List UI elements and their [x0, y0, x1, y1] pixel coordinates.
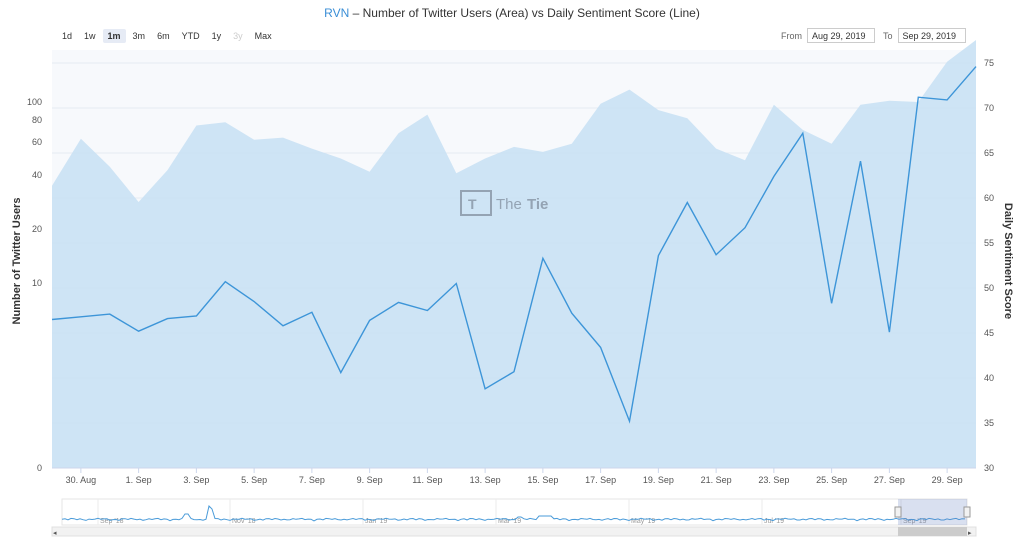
scrollbar-thumb[interactable] — [898, 527, 967, 536]
range-button-6m[interactable]: 6m — [157, 31, 170, 41]
range-button-3y[interactable]: 3y — [233, 31, 243, 41]
navigator-label: Mar '19 — [498, 518, 521, 525]
watermark-text-b: Tie — [527, 196, 548, 213]
x-tick-label: 19. Sep — [643, 475, 674, 485]
navigator-selection[interactable] — [898, 499, 967, 525]
x-tick-label: 27. Sep — [874, 475, 905, 485]
navigator-left-handle[interactable] — [894, 506, 902, 518]
scrollbar-track[interactable] — [51, 526, 977, 537]
right-axis-title: Daily Sentiment Score — [1002, 203, 1014, 319]
right-y-tick-label: 45 — [984, 328, 994, 338]
navigator-scrollbar[interactable]: ◂ ▸ — [51, 526, 977, 537]
sentiment-line — [51, 66, 977, 424]
to-label: To — [883, 30, 893, 41]
navigator-label: May '19 — [631, 518, 655, 525]
x-axis-ticks: 30. Aug 1. Sep 3. Sep 5. Sep 7. Sep 9. Sep 11.… — [66, 468, 963, 485]
watermark-logo-icon — [460, 190, 492, 216]
navigator-label: Sep '19 — [903, 518, 927, 525]
x-tick-label: 3. Sep — [183, 475, 209, 485]
watermark-logo-glyph: T — [468, 196, 477, 212]
range-button-ytd[interactable]: YTD — [181, 31, 200, 41]
scroll-right-arrow-icon[interactable]: ▸ — [968, 530, 972, 537]
x-tick-label: 29. Sep — [932, 475, 963, 485]
right-y-tick-label: 40 — [984, 373, 994, 383]
title-text: – Number of Twitter Users (Area) vs Dail… — [349, 6, 700, 20]
x-tick-label: 30. Aug — [66, 475, 97, 485]
range-button-3m[interactable]: 3m — [132, 31, 146, 41]
navigator-label: Jan '19 — [365, 518, 387, 525]
x-tick-label: 11. Sep — [412, 475, 442, 485]
right-y-tick-label: 55 — [984, 238, 994, 248]
watermark-text-a: The — [496, 196, 522, 213]
left-y-tick-label: 100 — [27, 97, 42, 107]
range-button-1d[interactable]: 1d — [62, 31, 73, 41]
range-button-1y[interactable]: 1y — [211, 31, 222, 41]
from-date-input[interactable] — [807, 28, 875, 43]
left-y-axis-ticks: 0 10 20 40 60 80 100 — [27, 97, 42, 473]
to-date-input[interactable] — [897, 28, 966, 43]
left-y-tick-label: 20 — [32, 224, 42, 234]
x-tick-label: 23. Sep — [758, 475, 789, 485]
x-tick-label: 21. Sep — [701, 475, 732, 485]
from-label: From — [781, 30, 802, 41]
x-tick-label: 5. Sep — [241, 475, 267, 485]
navigator-series — [61, 505, 966, 522]
range-button-1w[interactable]: 1w — [84, 31, 96, 41]
left-y-tick-label: 40 — [32, 170, 42, 180]
left-y-tick-label: 10 — [32, 278, 42, 288]
range-button-1m[interactable]: 1m — [102, 29, 126, 43]
right-y-tick-label: 50 — [984, 283, 994, 293]
x-tick-label: 9. Sep — [357, 475, 383, 485]
thetie-watermark: T The Tie — [460, 190, 548, 216]
left-y-tick-label: 80 — [32, 115, 42, 125]
right-y-tick-label: 60 — [984, 193, 994, 203]
twitter-users-area — [52, 40, 976, 468]
right-y-axis-ticks: 30 35 40 45 50 55 60 65 70 75 — [984, 58, 994, 473]
left-axis-title: Number of Twitter Users — [11, 198, 23, 325]
date-range: From To — [781, 28, 966, 43]
navigator-right-handle[interactable] — [963, 506, 971, 518]
chart-title: RVN – Number of Twitter Users (Area) vs … — [0, 6, 1024, 20]
x-tick-label: 7. Sep — [299, 475, 325, 485]
right-y-tick-label: 30 — [984, 463, 994, 473]
x-tick-label: 13. Sep — [470, 475, 501, 485]
range-button-max[interactable]: Max — [254, 31, 272, 41]
right-y-tick-label: 35 — [984, 418, 994, 428]
x-tick-label: 25. Sep — [816, 475, 847, 485]
x-tick-label: 15. Sep — [527, 475, 558, 485]
navigator-label: Sep '18 — [100, 518, 124, 525]
right-y-tick-label: 70 — [984, 103, 994, 113]
x-tick-label: 1. Sep — [126, 475, 152, 485]
navigator-label: Jul '19 — [764, 518, 784, 525]
navigator[interactable]: Sep '18 Nov '18 Jan '19 Mar '19 May '19 Jul '… — [61, 498, 971, 526]
x-tick-label: 17. Sep — [585, 475, 616, 485]
right-y-tick-label: 65 — [984, 148, 994, 158]
range-selector: 1d 1w 1m 3m 6m YTD 1y 3y Max — [57, 29, 277, 43]
left-y-tick-label: 0 — [37, 463, 42, 473]
navigator-label: Nov '18 — [232, 518, 256, 525]
title-ticker: RVN — [324, 6, 350, 20]
right-y-tick-label: 75 — [984, 58, 994, 68]
scroll-left-arrow-icon[interactable]: ◂ — [53, 530, 57, 537]
left-y-tick-label: 60 — [32, 137, 42, 147]
